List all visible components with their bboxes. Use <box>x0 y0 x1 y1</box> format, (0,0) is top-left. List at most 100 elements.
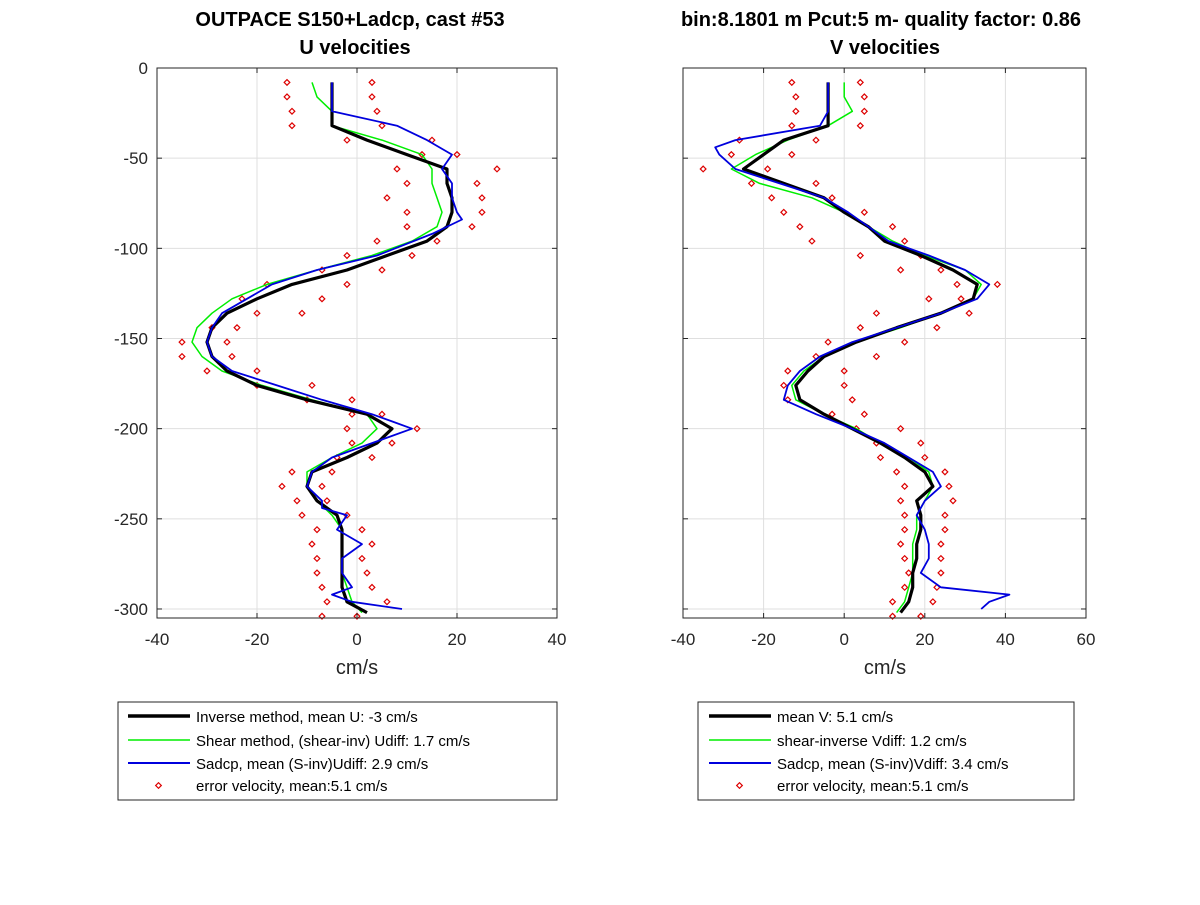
v-axes-box <box>682 67 1087 619</box>
v-error-point <box>788 78 796 87</box>
v-error-point <box>949 497 957 505</box>
u-sadcp-line <box>206 82 463 610</box>
v-legend-inverse-label: mean V: 5.1 cm/s <box>777 709 893 726</box>
u-error-point <box>368 453 376 462</box>
u-error-point <box>378 410 386 418</box>
v-error-point <box>767 194 776 202</box>
u-error-point <box>298 309 306 317</box>
u-ytick-label: -150 <box>114 329 148 348</box>
v-error-point <box>941 468 949 476</box>
u-error-point <box>343 424 351 433</box>
u-error-point <box>348 439 356 447</box>
v-error-point <box>905 569 913 577</box>
v-error-point <box>812 179 820 188</box>
v-error-point <box>957 295 965 303</box>
v-error-point <box>925 295 933 303</box>
u-error-point <box>348 410 356 418</box>
v-error-point <box>780 208 788 216</box>
v-error-point <box>900 237 909 245</box>
v-xlabel: cm/s <box>864 657 906 679</box>
u-error-point <box>393 165 401 173</box>
u-ytick-label: -250 <box>114 510 148 529</box>
u-error-point <box>323 497 331 505</box>
v-error-point <box>900 338 909 346</box>
u-error-point <box>203 367 211 375</box>
v-legend-error-label: error velocity, mean:5.1 cm/s <box>777 778 968 795</box>
v-error-point <box>900 525 909 534</box>
u-ticks: -40 -20 0 20 400-50-100-150-200-250-300 <box>114 59 566 649</box>
v-inverse-line <box>741 82 979 614</box>
u-xlabel: cm/s <box>336 657 378 679</box>
u-error-point <box>283 93 291 101</box>
v-series <box>699 78 1011 620</box>
u-legend-shear-label: Shear method, (shear-inv) Udiff: 1.7 cm/… <box>196 733 470 750</box>
v-error-point <box>900 583 909 592</box>
v-error-point <box>848 396 856 404</box>
u-error-point <box>318 295 326 303</box>
v-error-point <box>965 309 973 317</box>
v-error-point <box>953 280 961 289</box>
v-error-point <box>896 424 905 433</box>
v-error-point <box>937 266 945 274</box>
u-error-point <box>368 78 376 87</box>
v-error-point <box>796 223 804 231</box>
u-error-point <box>313 554 321 563</box>
v-legend-error-marker <box>735 781 744 790</box>
u-error-point <box>408 251 416 260</box>
u-xtick-label: 20 <box>448 630 467 649</box>
v-error-point <box>840 367 848 375</box>
v-sadcp-line <box>714 82 1011 610</box>
u-error-point <box>288 468 296 476</box>
u-legend-sadcp-label: Sadcp, mean (S-inv)Udiff: 2.9 cm/s <box>196 756 428 773</box>
u-xtick-label: 40 <box>548 630 567 649</box>
u-error-point <box>348 396 356 404</box>
v-error-point <box>937 569 945 577</box>
u-error-point <box>313 569 321 577</box>
u-error-point <box>403 223 411 231</box>
v-error-point <box>840 381 848 390</box>
v-xtick-label: -20 <box>751 630 776 649</box>
u-error-point <box>318 583 326 592</box>
v-error-point <box>812 136 820 144</box>
v-error-point <box>900 554 909 563</box>
u-error-point <box>478 194 486 202</box>
v-xtick-label: -40 <box>671 630 696 649</box>
v-error-point <box>892 468 901 476</box>
u-ytick-label: -100 <box>114 239 148 258</box>
v-title-line2: V velocities <box>830 37 940 59</box>
v-error-point <box>763 165 772 173</box>
u-ytick-label: 0 <box>139 59 148 78</box>
v-error-point <box>856 122 864 130</box>
u-error-point <box>298 511 306 519</box>
u-error-point <box>473 179 481 188</box>
v-error-point <box>900 482 909 491</box>
u-error-point <box>308 381 316 390</box>
v-error-point <box>788 122 796 130</box>
u-error-point <box>403 179 411 188</box>
v-velocity-panel: bin:8.1801 m Pcut:5 m- quality factor: 0… <box>671 9 1096 679</box>
v-error-point <box>860 93 869 101</box>
v-error-point <box>872 309 881 317</box>
v-shear-line <box>730 82 982 614</box>
u-error-point <box>378 122 386 130</box>
u-error-point <box>328 468 336 476</box>
v-error-point <box>788 150 796 159</box>
v-error-point <box>808 237 816 245</box>
u-error-point <box>368 583 376 592</box>
v-xtick-label: 20 <box>915 630 934 649</box>
v-error-point <box>727 150 736 159</box>
u-error-point <box>253 367 261 375</box>
v-error-point <box>860 107 869 115</box>
u-xtick-label: -40 <box>145 630 170 649</box>
u-error-point <box>413 424 421 433</box>
u-error-point <box>293 497 301 505</box>
u-error-point <box>318 482 326 491</box>
u-error-point <box>453 150 461 159</box>
u-ytick-label: -50 <box>123 149 148 168</box>
u-error-point <box>478 208 486 216</box>
u-legend-error-label: error velocity, mean:5.1 cm/s <box>196 778 387 795</box>
u-title-line2: U velocities <box>299 37 410 59</box>
v-title-line1: bin:8.1801 m Pcut:5 m- quality factor: 0… <box>681 9 1081 31</box>
u-error-point <box>433 237 441 245</box>
u-legend-box <box>117 701 558 801</box>
